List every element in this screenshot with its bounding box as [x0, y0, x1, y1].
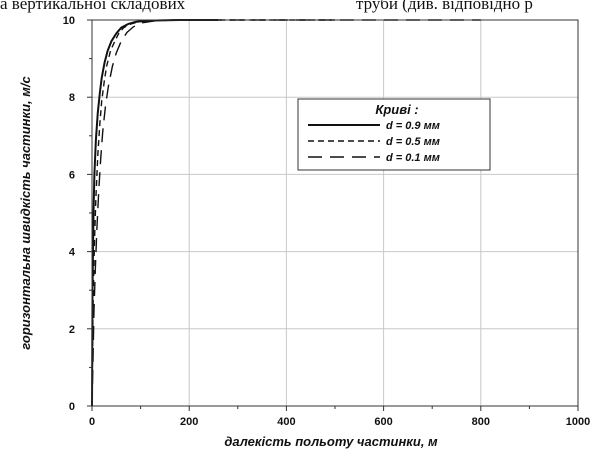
x-tick-label: 600 — [374, 416, 392, 428]
legend-title: Криві : — [375, 102, 418, 117]
series-line — [91, 19, 219, 407]
x-tick-label: 1000 — [566, 416, 590, 428]
plot-frame — [91, 19, 579, 407]
legend-box — [297, 98, 491, 171]
axis-ticks: 0 200 400 600 800 1000 0 2 4 6 8 10 — [63, 15, 590, 428]
legend-entry-label: d = 0.1 мм — [386, 152, 440, 164]
y-axis-label: горизонтальна швидкість частинки, м/с — [18, 76, 33, 350]
grid — [92, 20, 578, 406]
y-tick-label: 10 — [63, 15, 75, 27]
left-text-fragment: а вертикальної складових — [0, 0, 186, 13]
x-tick-label: 800 — [472, 416, 490, 428]
x-axis-label: далекість польоту частинки, м — [224, 434, 438, 449]
page-text-fragment: а вертикальної складових труби (див. від… — [0, 0, 596, 16]
y-tick-label: 0 — [69, 401, 75, 413]
legend-entry-label: d = 0.9 мм — [386, 120, 440, 132]
right-text-fragment: труби (див. відповідно р — [356, 0, 533, 13]
legend-entry-label: d = 0.5 мм — [386, 136, 440, 148]
y-tick-label: 4 — [69, 247, 76, 259]
y-tick-label: 2 — [69, 324, 75, 336]
legend: Криві : d = 0.9 мм d = 0.5 мм d = 0.1 мм — [297, 98, 491, 171]
x-tick-label: 200 — [180, 416, 198, 428]
y-tick-label: 6 — [69, 169, 75, 181]
series-line — [91, 19, 335, 407]
x-tick-label: 0 — [89, 416, 95, 428]
y-tick-label: 8 — [69, 92, 75, 104]
x-tick-label: 400 — [277, 416, 295, 428]
